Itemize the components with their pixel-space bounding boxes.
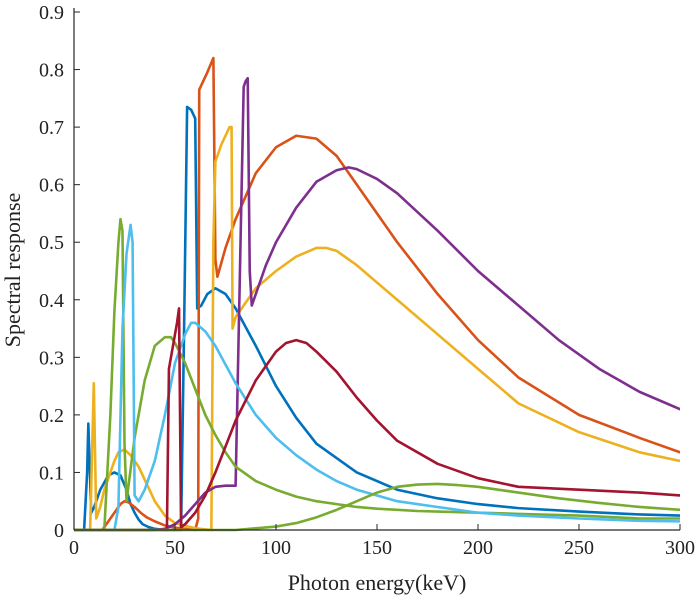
y-axis-label: Spectral response (0, 193, 25, 348)
axes (73, 8, 681, 531)
y-tick-label: 0.4 (39, 290, 64, 312)
x-tick-label: 300 (665, 537, 695, 559)
series-line-5 (74, 217, 680, 532)
series-line-2 (74, 56, 680, 532)
y-tick-label: 0.2 (39, 405, 64, 427)
series-line-3 (74, 125, 680, 532)
x-tick-label: 100 (261, 537, 291, 559)
x-tick-label: 150 (362, 537, 392, 559)
y-tick-label: 0.6 (39, 175, 64, 197)
y-tick-label: 0.3 (39, 347, 64, 369)
series-line-1 (74, 105, 680, 532)
y-tick-label: 0.7 (39, 117, 64, 139)
series-lines (74, 56, 680, 532)
y-tick-label: 0.1 (39, 462, 64, 484)
tick-labels: 0 50 100 150 200 250 300 0 0.1 0.2 0.3 0.4 0.5 0.6 0.7… (39, 2, 695, 559)
x-tick-label: 250 (564, 537, 594, 559)
y-tick-label: 0.9 (39, 2, 64, 24)
x-tick-label: 50 (165, 537, 185, 559)
series-line-7 (74, 307, 680, 532)
series-line-8 (74, 482, 680, 532)
x-axis-label: Photon energy(keV) (288, 570, 467, 595)
y-tick-label: 0.5 (39, 232, 64, 254)
series-line-4 (74, 76, 680, 532)
x-tick-label: 0 (69, 537, 79, 559)
series-line-6 (74, 223, 680, 532)
y-tick-label: 0.8 (39, 60, 64, 82)
y-tick-label: 0 (54, 520, 64, 542)
x-tick-label: 200 (463, 537, 493, 559)
